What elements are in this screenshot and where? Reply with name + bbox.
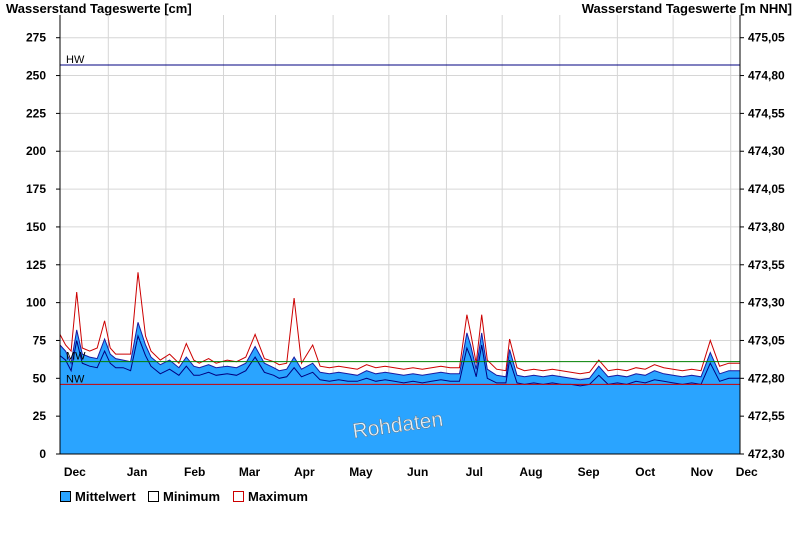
axes: 0 25 50 75 100 125 150 175 200 225 250 275 472,30 472… [26,15,785,479]
y-tick-label-left: 225 [26,106,46,120]
y-tick-label-left: 100 [26,296,46,310]
series-layer [59,272,740,454]
y-tick-label-right: 474,55 [748,106,785,120]
y-tick-label-right: 472,80 [748,371,785,385]
left-axis-title: Wasserstand Tageswerte [cm] [6,1,192,16]
series-line-maximum [59,272,740,375]
legend-swatch-max [233,491,244,502]
y-tick-label-right: 472,55 [748,409,785,423]
right-axis-title: Wasserstand Tageswerte [m NHN] [581,1,792,16]
x-tick-label-month: Mar [239,465,261,479]
x-tick-label-month: Jul [466,465,483,479]
x-tick-label-month: Dec [736,465,758,479]
x-tick-label-month: Feb [184,465,205,479]
legend-label-min: Minimum [163,489,221,504]
y-tick-label-right: 473,80 [748,220,785,234]
y-tick-label-right: 475,05 [748,31,785,45]
y-tick-label-left: 150 [26,220,46,234]
x-tick-label-month: Jun [407,465,428,479]
y-tick-label-left: 275 [26,31,46,45]
series-line-mittelwert [59,322,740,381]
y-tick-label-right: 473,55 [748,258,785,272]
y-tick-label-left: 0 [39,447,46,461]
reference-label-nw: NW [66,373,85,385]
x-tick-label-month: May [349,465,373,479]
y-tick-label-right: 474,30 [748,144,785,158]
legend-item-min: Minimum [148,489,220,504]
x-tick-label-month: Oct [635,465,655,479]
x-tick-label-month: Jan [127,465,148,479]
x-tick-label-month: Apr [294,465,315,479]
reference-label-mw: MW [66,351,86,363]
y-tick-label-left: 175 [26,182,46,196]
legend-label-max: Maximum [248,489,308,504]
x-tick-label-month: Aug [519,465,542,479]
y-tick-label-left: 125 [26,258,46,272]
y-tick-label-left: 50 [33,371,47,385]
reference-lines: HW MW NW [60,54,740,385]
reference-label-hw: HW [66,54,85,66]
legend-label-mean: Mittelwert [75,489,136,504]
y-tick-label-right: 472,30 [748,447,785,461]
y-tick-label-right: 474,05 [748,182,785,196]
y-tick-label-left: 200 [26,144,46,158]
x-tick-label-month: Dec [64,465,86,479]
series-area-mittelwert [60,322,740,454]
legend-swatch-mean [60,491,71,502]
y-tick-label-right: 473,30 [748,296,785,310]
legend-swatch-min [148,491,159,502]
legend-item-mean: Mittelwert [60,489,136,504]
y-tick-label-left: 250 [26,69,46,83]
legend-item-max: Maximum [233,489,308,504]
series-line-minimum [59,334,740,387]
x-tick-label-month: Nov [691,465,714,479]
y-tick-label-left: 25 [33,409,47,423]
y-tick-label-right: 473,05 [748,333,785,347]
y-tick-label-right: 474,80 [748,69,785,83]
y-tick-label-left: 75 [33,333,47,347]
x-tick-label-month: Sep [578,465,600,479]
